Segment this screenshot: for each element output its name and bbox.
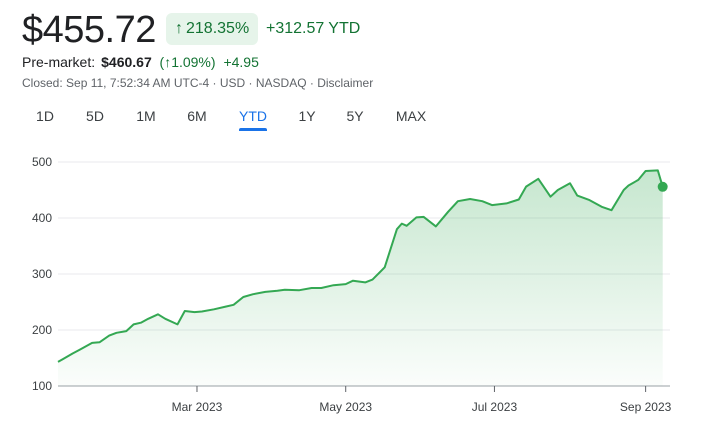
last-price-dot (657, 181, 668, 192)
percent-change-value: 218.35% (186, 20, 250, 37)
change-period-label: YTD (328, 20, 361, 37)
absolute-change-value: +312.57 (266, 20, 325, 37)
tab-5y[interactable]: 5Y (346, 108, 364, 124)
arrow-up-icon: ↑ (175, 20, 183, 37)
tab-1m[interactable]: 1M (136, 108, 156, 124)
y-tick-label: 200 (32, 323, 52, 337)
premarket-percent-value: 1.09% (171, 54, 211, 70)
disclaimer-link[interactable]: Disclaimer (317, 76, 374, 90)
tab-ytd[interactable]: YTD (239, 104, 267, 131)
y-tick-label: 400 (32, 211, 52, 225)
x-tick-label: Mar 2023 (172, 400, 223, 414)
market-closed-info: Closed: Sep 11, 7:52:34 AM UTC-4 · USD ·… (22, 76, 318, 90)
y-tick-label: 300 (32, 267, 52, 281)
premarket-price: $460.67 (101, 54, 152, 70)
price-area-fill (58, 170, 663, 386)
x-tick-label: Sep 2023 (620, 400, 672, 414)
tab-6m[interactable]: 6M (187, 108, 207, 124)
premarket-row: Pre-market: $460.67 (↑1.09%) +4.95 (22, 53, 259, 71)
price-chart[interactable]: 100 200 300 400 500 Mar 2023 May 2023 Jul 2023… (0, 140, 715, 430)
y-tick-label: 100 (32, 379, 52, 393)
tab-5d[interactable]: 5D (86, 108, 104, 124)
tab-1d[interactable]: 1D (36, 108, 54, 124)
ytd-percent-change-badge: ↑ 218.35% (166, 13, 259, 45)
stock-price: $455.72 (22, 9, 156, 51)
premarket-label: Pre-market: (22, 54, 96, 70)
price-line (57, 169, 664, 363)
y-tick-label: 500 (32, 155, 52, 169)
tab-max[interactable]: MAX (395, 108, 427, 124)
arrow-up-icon: ↑ (164, 54, 172, 70)
x-tick-label: May 2023 (319, 400, 372, 414)
premarket-percent-change: (↑1.09%) (155, 54, 216, 70)
x-tick-label: Jul 2023 (472, 400, 518, 414)
absolute-change: +312.57 YTD (266, 13, 360, 45)
tab-1y[interactable]: 1Y (298, 108, 316, 124)
market-status-line: Closed: Sep 11, 7:52:34 AM UTC-4 · USD ·… (22, 75, 373, 91)
premarket-absolute-change: +4.95 (223, 54, 259, 70)
